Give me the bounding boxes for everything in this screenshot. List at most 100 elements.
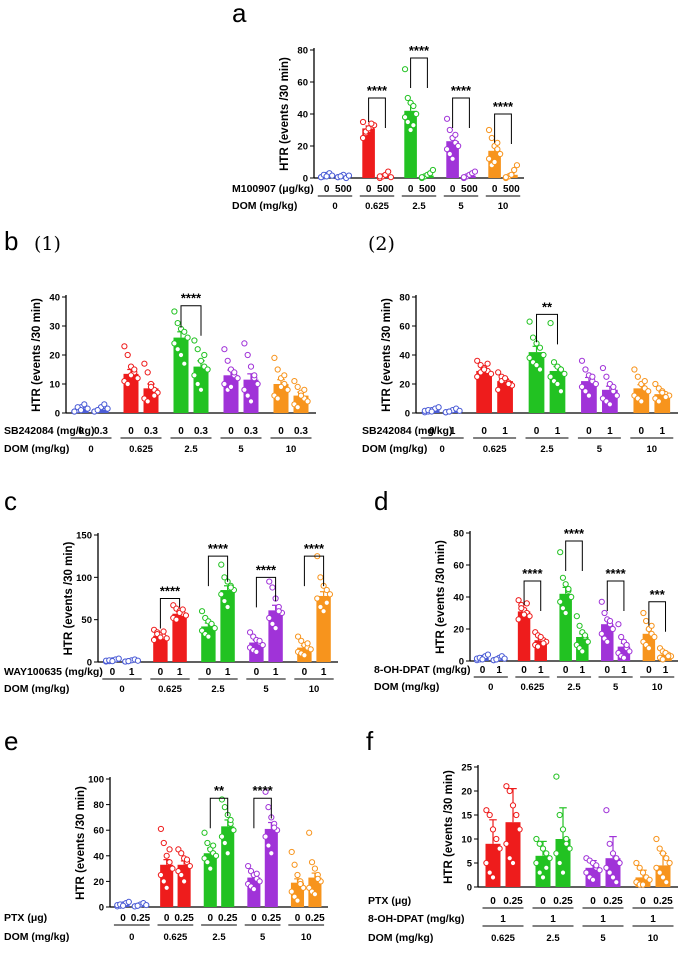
data-point xyxy=(606,840,613,847)
y-tick-label: 40 xyxy=(453,593,464,604)
data-point xyxy=(134,902,141,909)
bar xyxy=(555,839,571,887)
treatment-tick-label: 1 xyxy=(663,665,669,676)
group-value-label: 1 xyxy=(550,914,556,925)
significance-bracket xyxy=(523,580,542,611)
treatment-tick-label: 0 xyxy=(366,184,372,195)
data-point xyxy=(169,865,176,872)
data-point xyxy=(115,655,122,662)
data-point xyxy=(443,146,451,153)
data-point xyxy=(307,646,314,653)
dom-category-label: 10 xyxy=(647,444,658,455)
data-point xyxy=(518,605,525,612)
data-point xyxy=(198,608,206,615)
y-tick-label: 60 xyxy=(453,561,464,572)
data-point xyxy=(207,865,214,872)
treatment-tick-label: 1 xyxy=(177,667,183,678)
data-point xyxy=(241,386,248,393)
y-tick-label: 15 xyxy=(461,811,472,822)
significance-bracket xyxy=(368,97,386,128)
data-point xyxy=(191,337,198,344)
row-label: DOM (mg/kg) xyxy=(4,931,69,943)
data-point xyxy=(298,637,305,644)
data-point xyxy=(183,856,191,863)
treatment-tick-label: 0 xyxy=(590,896,596,907)
treatment-tick-label: 0.25 xyxy=(603,896,623,907)
data-point xyxy=(589,876,597,883)
significance-bracket xyxy=(255,576,277,608)
y-tick-label: 100 xyxy=(76,573,92,584)
dom-category-label: 0 xyxy=(119,684,124,695)
data-point xyxy=(656,869,663,876)
data-point xyxy=(227,383,235,390)
treatment-tick-label: 1 xyxy=(273,667,279,678)
treatment-tick-label: 500 xyxy=(503,184,520,195)
data-point xyxy=(174,320,181,327)
y-tick-label: 0 xyxy=(467,883,472,894)
data-point xyxy=(251,372,258,379)
data-point xyxy=(194,346,201,353)
data-point xyxy=(546,855,553,862)
data-point xyxy=(543,864,550,871)
data-point xyxy=(584,638,591,645)
data-point xyxy=(562,581,569,588)
treatment-tick-label: 1 xyxy=(555,426,561,437)
data-point xyxy=(81,401,88,408)
panel-letter: d xyxy=(374,486,388,516)
treatment-tick-label: 0.25 xyxy=(503,896,523,907)
dom-category-label: 2.5 xyxy=(540,444,554,455)
significance-label: **** xyxy=(367,83,388,98)
data-point xyxy=(643,617,650,625)
significance-label: **** xyxy=(252,783,273,798)
data-point xyxy=(227,816,234,824)
y-tick-label: 20 xyxy=(399,380,410,391)
y-tick-label: 80 xyxy=(399,293,410,304)
data-point xyxy=(157,825,165,833)
data-point xyxy=(211,625,218,632)
row-label: DOM (mg/kg) xyxy=(4,443,69,455)
data-point xyxy=(659,874,667,881)
dom-category-label: 2.5 xyxy=(211,684,225,695)
treatment-tick-label: 0.25 xyxy=(553,896,573,907)
data-point xyxy=(368,120,375,127)
bar xyxy=(93,409,109,413)
data-point xyxy=(582,366,589,373)
treatment-tick-label: 0 xyxy=(492,184,498,195)
data-point xyxy=(496,845,503,852)
treatment-tick-label: 0 xyxy=(586,426,592,437)
significance-bracket xyxy=(180,305,202,336)
bar xyxy=(362,128,375,178)
data-point xyxy=(503,783,510,790)
data-point xyxy=(177,351,185,359)
data-point xyxy=(271,824,278,831)
data-point xyxy=(221,839,228,847)
y-tick-label: 20 xyxy=(461,787,472,798)
data-point xyxy=(131,366,138,373)
data-point xyxy=(244,351,251,359)
y-axis-label: HTR (events /30 min) xyxy=(63,541,75,655)
data-point xyxy=(376,173,383,180)
y-tick-label: 80 xyxy=(297,46,308,57)
data-point xyxy=(559,869,567,876)
data-point xyxy=(502,174,509,181)
data-point xyxy=(221,574,228,581)
data-point xyxy=(520,611,528,618)
significance-bracket xyxy=(410,57,428,88)
data-point xyxy=(485,126,493,134)
data-point xyxy=(446,150,453,158)
dom-category-label: 10 xyxy=(309,684,320,695)
y-tick-label: 40 xyxy=(93,851,104,862)
data-point xyxy=(609,850,617,857)
row-label: DOM (mg/kg) xyxy=(4,683,69,695)
data-point xyxy=(291,861,298,868)
data-point xyxy=(143,901,150,909)
y-axis-label: HTR (events /30 min) xyxy=(31,298,43,412)
data-point xyxy=(304,640,311,647)
significance-bracket xyxy=(209,797,229,829)
data-point xyxy=(274,366,281,373)
data-point xyxy=(606,401,613,408)
data-point xyxy=(160,839,167,847)
data-point xyxy=(557,388,565,395)
